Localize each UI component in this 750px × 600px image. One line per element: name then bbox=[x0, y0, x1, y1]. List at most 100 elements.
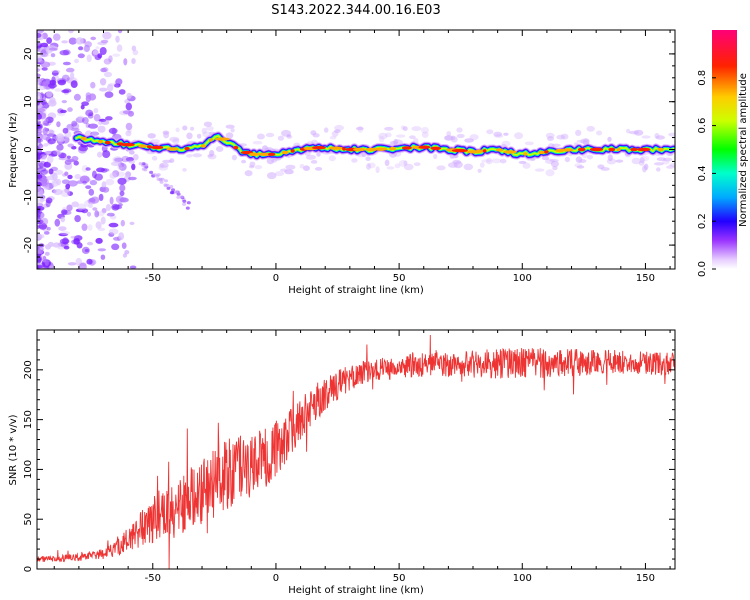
ridge-peak bbox=[365, 147, 378, 152]
noise-blob bbox=[41, 117, 49, 124]
ridge-peak bbox=[561, 148, 574, 152]
noise-blob bbox=[225, 124, 235, 129]
y-tick-label: 0 bbox=[23, 146, 34, 152]
noise-blob bbox=[175, 127, 180, 133]
noise-blob bbox=[62, 127, 69, 134]
x-tick-label: 150 bbox=[636, 573, 655, 584]
ridge-peak bbox=[146, 145, 152, 149]
spectrogram-y-axis-label: Frequency (Hz) bbox=[8, 112, 19, 188]
noise-blob bbox=[365, 156, 371, 161]
noise-blob bbox=[37, 264, 45, 269]
noise-blob bbox=[90, 36, 96, 41]
noise-blob bbox=[271, 158, 277, 163]
noise-blob bbox=[73, 160, 79, 166]
noise-blob bbox=[159, 163, 164, 169]
ridge-peak bbox=[401, 146, 412, 150]
noise-blob bbox=[469, 134, 479, 141]
branch-blob bbox=[179, 195, 184, 199]
noise-blob bbox=[98, 118, 107, 122]
noise-blob bbox=[654, 132, 660, 139]
branch-blob bbox=[182, 202, 187, 206]
noise-blob bbox=[119, 184, 126, 192]
noise-blob bbox=[101, 120, 110, 125]
noise-blob bbox=[88, 188, 95, 196]
noise-blob bbox=[85, 167, 91, 171]
colorbar-tick-label: 0.4 bbox=[697, 165, 708, 181]
noise-blob bbox=[433, 153, 438, 160]
noise-blob bbox=[132, 153, 139, 161]
noise-blob bbox=[395, 134, 406, 138]
noise-blob bbox=[583, 138, 590, 143]
noise-blob bbox=[162, 159, 172, 164]
noise-blob bbox=[103, 168, 110, 172]
noise-blob bbox=[44, 251, 50, 256]
noise-blob bbox=[48, 83, 57, 89]
x-tick-label: -50 bbox=[145, 273, 161, 284]
noise-blob bbox=[436, 165, 446, 171]
ridge-peak bbox=[616, 147, 621, 152]
noise-blob bbox=[409, 135, 416, 139]
noise-blob bbox=[230, 128, 235, 133]
noise-blob bbox=[357, 125, 364, 133]
noise-blob bbox=[68, 37, 77, 45]
noise-blob bbox=[413, 162, 421, 167]
noise-blob bbox=[190, 126, 195, 131]
colorbar-tick-label: 0.2 bbox=[697, 213, 708, 229]
branch-blob bbox=[156, 177, 161, 181]
noise-blob bbox=[493, 131, 503, 137]
y-tick-label: 10 bbox=[23, 95, 34, 108]
noise-blob bbox=[37, 211, 45, 220]
noise-blob bbox=[277, 135, 284, 141]
noise-blob bbox=[100, 168, 108, 173]
noise-blob bbox=[61, 40, 68, 44]
noise-blob bbox=[61, 74, 70, 82]
noise-blob bbox=[63, 245, 70, 250]
noise-blob bbox=[37, 73, 41, 78]
ridge-peak bbox=[482, 149, 487, 153]
noise-blob bbox=[37, 161, 40, 166]
noise-blob bbox=[186, 132, 193, 140]
noise-blob bbox=[117, 177, 127, 185]
noise-blob bbox=[89, 179, 98, 186]
noise-blob bbox=[479, 162, 485, 168]
ridge-peak bbox=[608, 147, 616, 152]
ridge-peak bbox=[523, 152, 528, 156]
noise-blob bbox=[99, 78, 107, 86]
noise-blob bbox=[106, 84, 114, 92]
noise-blob bbox=[249, 161, 256, 167]
noise-blob bbox=[576, 165, 585, 169]
noise-blob bbox=[575, 129, 582, 136]
noise-blob bbox=[53, 188, 63, 196]
noise-blob bbox=[99, 87, 108, 92]
noise-blob bbox=[47, 241, 54, 247]
noise-blob bbox=[115, 195, 125, 204]
noise-blob bbox=[105, 116, 113, 121]
ridge-peak bbox=[208, 138, 213, 142]
x-tick-label: -50 bbox=[145, 573, 161, 584]
noise-blob bbox=[655, 135, 665, 140]
ridge-peak bbox=[233, 145, 239, 150]
noise-blob bbox=[88, 204, 93, 208]
branch-blob bbox=[185, 206, 190, 210]
noise-blob bbox=[84, 248, 89, 253]
y-tick-label: -20 bbox=[23, 237, 34, 253]
noise-blob bbox=[666, 165, 675, 169]
noise-blob bbox=[45, 199, 51, 208]
noise-blob bbox=[315, 167, 323, 171]
noise-blob bbox=[596, 130, 603, 136]
y-tick-label: 0 bbox=[23, 566, 34, 572]
noise-blob bbox=[45, 116, 54, 124]
noise-blob bbox=[52, 150, 62, 155]
x-tick-label: 0 bbox=[273, 573, 279, 584]
noise-blob bbox=[90, 81, 96, 89]
noise-blob bbox=[514, 132, 524, 140]
noise-blob bbox=[46, 175, 55, 181]
ridge-peak bbox=[589, 147, 604, 152]
noise-blob bbox=[129, 221, 135, 225]
noise-blob bbox=[57, 246, 66, 250]
noise-blob bbox=[128, 159, 136, 164]
noise-blob bbox=[126, 92, 132, 99]
noise-blob bbox=[386, 166, 395, 170]
noise-blob bbox=[92, 50, 99, 55]
noise-blob bbox=[38, 135, 46, 139]
